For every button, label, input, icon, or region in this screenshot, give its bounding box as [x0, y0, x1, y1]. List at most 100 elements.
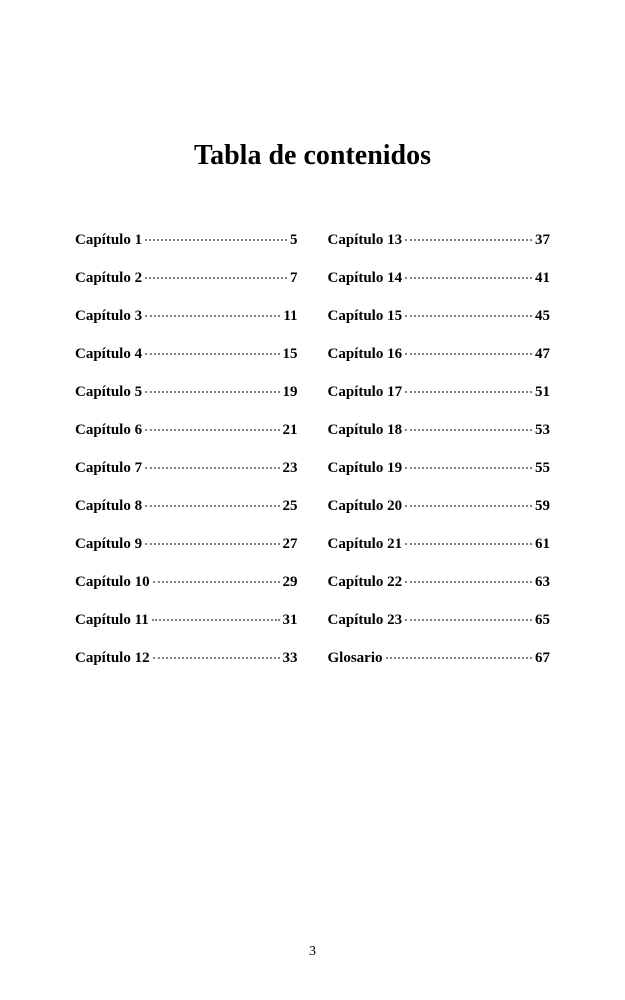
toc-leader	[386, 657, 533, 659]
toc-entry-label: Capítulo 18	[328, 422, 403, 439]
toc-leader	[145, 467, 279, 469]
toc-entry: Capítulo 18 53	[328, 422, 551, 439]
toc-entry: Capítulo 1 5	[75, 232, 298, 249]
toc-leader	[405, 467, 532, 469]
toc-entry: Capítulo 16 47	[328, 346, 551, 363]
toc-entry-label: Capítulo 12	[75, 650, 150, 667]
toc-entry-page: 23	[283, 460, 298, 477]
toc-entry-page: 5	[290, 232, 298, 249]
toc-entry: Capítulo 3 11	[75, 308, 298, 325]
toc-entry: Capítulo 10 29	[75, 574, 298, 591]
toc-entry-label: Capítulo 3	[75, 308, 142, 325]
toc-leader	[405, 619, 532, 621]
toc-leader	[153, 581, 280, 583]
toc-entry: Capítulo 17 51	[328, 384, 551, 401]
toc-entry: Capítulo 11 31	[75, 612, 298, 629]
toc-entry-page: 61	[535, 536, 550, 553]
toc-entry: Glosario 67	[328, 650, 551, 667]
toc-entry-page: 29	[283, 574, 298, 591]
toc-entry-page: 11	[283, 308, 297, 325]
toc-entry: Capítulo 2161	[328, 536, 551, 553]
page-number: 3	[0, 944, 625, 960]
toc-entry-page: 7	[290, 270, 298, 287]
toc-entry-label: Capítulo 9	[75, 536, 142, 553]
toc-entry: Capítulo 14 41	[328, 270, 551, 287]
toc-entry-label: Capítulo 5	[75, 384, 142, 401]
toc-entry-page: 45	[535, 308, 550, 325]
toc-entry: Capítulo 4 15	[75, 346, 298, 363]
toc-leader	[405, 353, 532, 355]
toc-entry-page: 55	[535, 460, 550, 477]
toc-leader	[145, 543, 279, 545]
toc-leader	[145, 429, 279, 431]
toc-leader	[145, 277, 287, 279]
toc-entry-page: 65	[535, 612, 550, 629]
toc-entry-label: Capítulo 19	[328, 460, 403, 477]
toc-entry-page: 59	[535, 498, 550, 515]
toc-leader	[145, 315, 280, 317]
toc-entry-page: 63	[535, 574, 550, 591]
toc-leader	[145, 353, 279, 355]
toc-leader	[405, 277, 532, 279]
toc-leader	[405, 581, 532, 583]
toc-entry-page: 31	[283, 612, 298, 629]
toc-leader	[405, 543, 532, 545]
toc-entry-page: 67	[535, 650, 550, 667]
toc-entry: Capítulo 9 27	[75, 536, 298, 553]
toc-entry-label: Capítulo 17	[328, 384, 403, 401]
toc-entry-label: Capítulo 16	[328, 346, 403, 363]
toc-entry-label: Capítulo 8	[75, 498, 142, 515]
toc-entry-page: 27	[283, 536, 298, 553]
toc-leader	[145, 391, 279, 393]
toc-entry-page: 47	[535, 346, 550, 363]
toc-leader	[145, 239, 287, 241]
toc-leader	[145, 505, 279, 507]
toc-entry-label: Capítulo 2	[75, 270, 142, 287]
page-title: Tabla de contenidos	[75, 140, 550, 172]
toc-entry-label: Glosario	[328, 650, 383, 667]
toc-entry: Capítulo 2 7	[75, 270, 298, 287]
toc-leader	[405, 429, 532, 431]
toc-entry-label: Capítulo 10	[75, 574, 150, 591]
toc-entry-label: Capítulo 1	[75, 232, 142, 249]
toc-entry-label: Capítulo 7	[75, 460, 142, 477]
toc-leader	[405, 315, 532, 317]
toc-entry: Capítulo 22 63	[328, 574, 551, 591]
toc-entry-label: Capítulo 11	[75, 612, 149, 629]
toc-leader	[405, 391, 532, 393]
toc-entry: Capítulo 8 25	[75, 498, 298, 515]
toc-leader	[405, 505, 532, 507]
toc-entry: Capítulo 20 59	[328, 498, 551, 515]
toc-entry: Capítulo 23 65	[328, 612, 551, 629]
toc-entry-page: 37	[535, 232, 550, 249]
toc-entry-page: 15	[283, 346, 298, 363]
toc-container: Capítulo 15Capítulo 27Capítulo 311Capítu…	[75, 232, 550, 688]
toc-entry-label: Capítulo 14	[328, 270, 403, 287]
toc-entry-page: 51	[535, 384, 550, 401]
toc-entry-page: 21	[283, 422, 298, 439]
toc-leader	[152, 619, 280, 621]
toc-entry: Capítulo 12 33	[75, 650, 298, 667]
toc-entry-label: Capítulo 4	[75, 346, 142, 363]
toc-entry-page: 41	[535, 270, 550, 287]
toc-entry-page: 19	[283, 384, 298, 401]
toc-entry: Capítulo 15 45	[328, 308, 551, 325]
toc-entry-page: 53	[535, 422, 550, 439]
toc-column-left: Capítulo 15Capítulo 27Capítulo 311Capítu…	[75, 232, 298, 688]
toc-entry: Capítulo 7 23	[75, 460, 298, 477]
toc-entry: Capítulo 5 19	[75, 384, 298, 401]
toc-leader	[153, 657, 280, 659]
toc-entry-label: Capítulo 23	[328, 612, 403, 629]
toc-entry-page: 33	[283, 650, 298, 667]
toc-entry: Capítulo 19 55	[328, 460, 551, 477]
toc-entry-label: Capítulo 13	[328, 232, 403, 249]
toc-entry-label: Capítulo 15	[328, 308, 403, 325]
toc-column-right: Capítulo 1337Capítulo 1441Capítulo 1545C…	[328, 232, 551, 688]
toc-entry-label: Capítulo 22	[328, 574, 403, 591]
toc-entry-label: Capítulo 6	[75, 422, 142, 439]
toc-entry-label: Capítulo 20	[328, 498, 403, 515]
toc-leader	[405, 239, 532, 241]
toc-entry: Capítulo 13 37	[328, 232, 551, 249]
toc-entry-page: 25	[283, 498, 298, 515]
toc-entry: Capítulo 6 21	[75, 422, 298, 439]
